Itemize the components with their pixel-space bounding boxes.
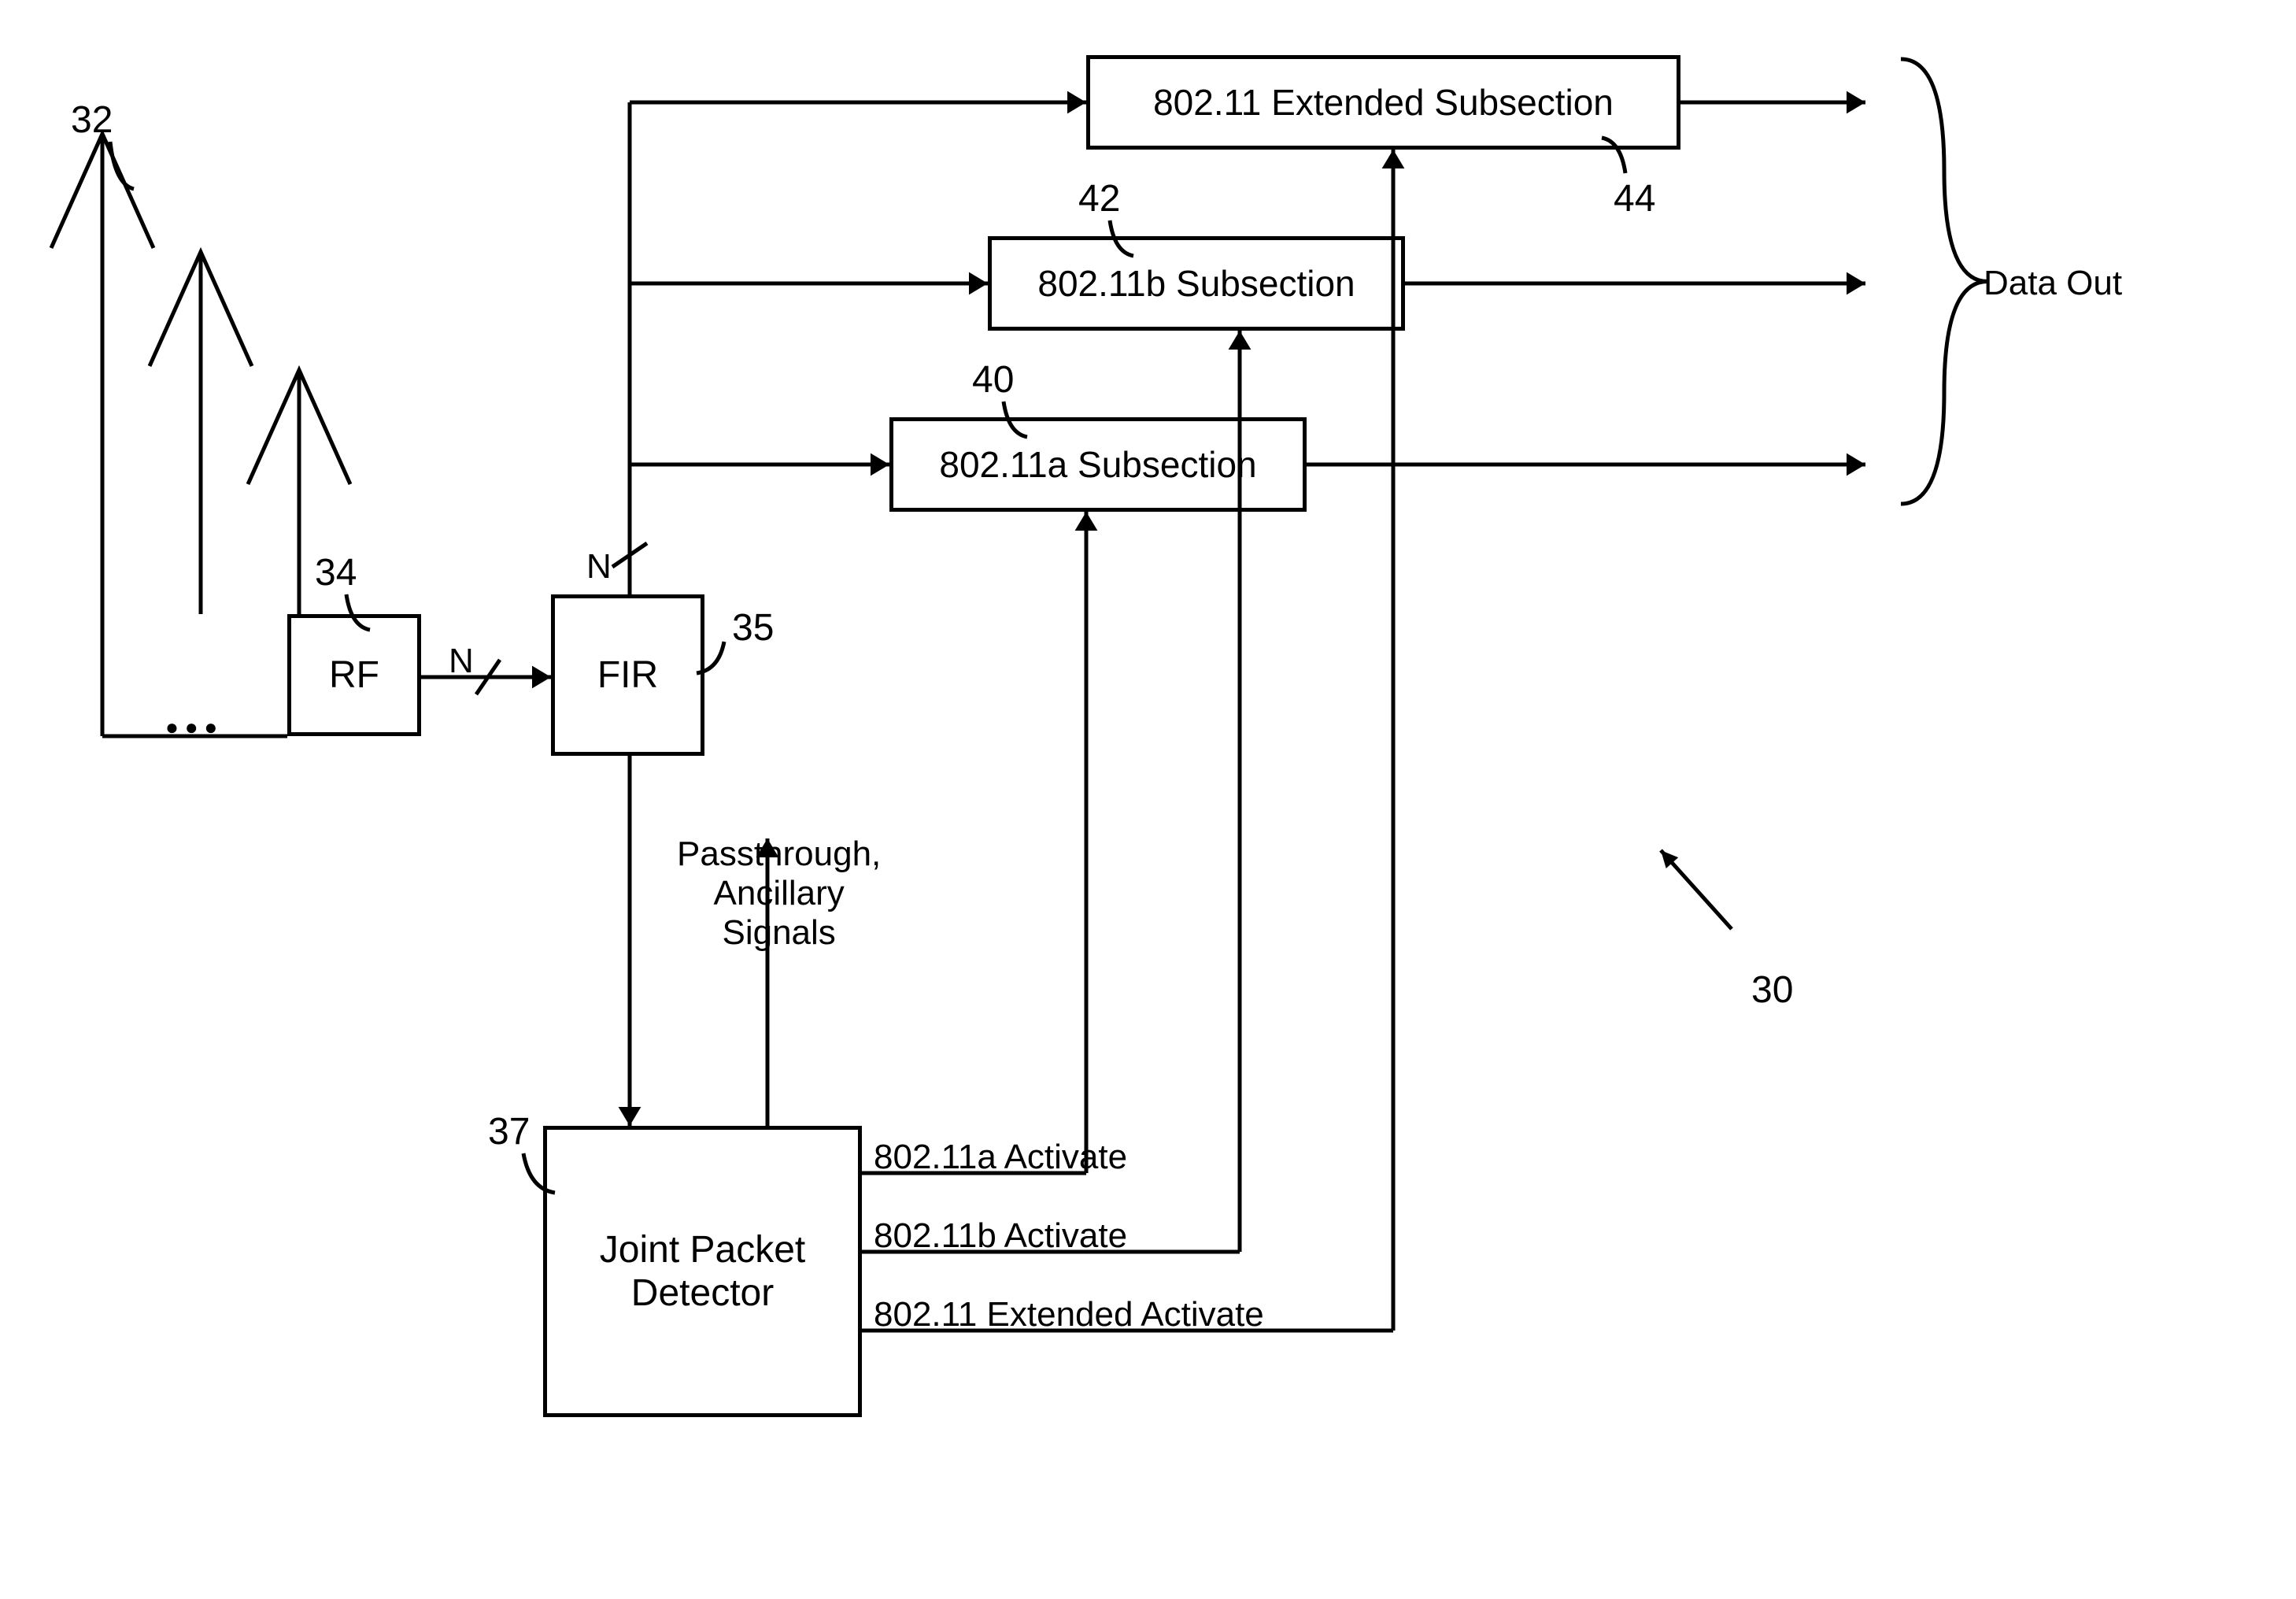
node-sub-b-label: 802.11b Subsection — [1037, 262, 1355, 305]
ref-jpd: 37 — [488, 1110, 530, 1153]
ref-sub-ext: 44 — [1614, 177, 1655, 220]
node-rf: RF — [287, 614, 421, 736]
slash-label-n2: N — [586, 547, 612, 587]
figure-ref-label: 30 — [1751, 968, 1793, 1012]
diagram-canvas: RF FIR Joint Packet Detector 802.11a Sub… — [0, 0, 2296, 1599]
node-fir-label: FIR — [597, 653, 658, 697]
node-sub-a-label: 802.11a Subsection — [939, 443, 1256, 486]
ref-sub-b: 42 — [1078, 177, 1120, 220]
activate-a-label: 802.11a Activate — [874, 1138, 1127, 1177]
ref-rf: 34 — [315, 551, 357, 594]
node-rf-label: RF — [329, 653, 379, 697]
antenna-dots: ● ● ● — [165, 715, 217, 740]
node-sub-ext-label: 802.11 Extended Subsection — [1153, 81, 1614, 124]
ref-sub-a: 40 — [972, 358, 1014, 402]
node-jpd-label: Joint Packet Detector — [547, 1228, 858, 1315]
node-sub-ext: 802.11 Extended Subsection — [1086, 55, 1680, 150]
node-fir: FIR — [551, 594, 704, 756]
ref-fir: 35 — [732, 606, 774, 650]
ref-antennas: 32 — [71, 98, 113, 142]
output-label: Data Out — [1984, 264, 2122, 303]
node-sub-b: 802.11b Subsection — [988, 236, 1405, 331]
slash-label-n1: N — [449, 642, 474, 681]
passthrough-label: Passthrough, Ancillary Signals — [677, 835, 881, 953]
activate-b-label: 802.11b Activate — [874, 1216, 1127, 1256]
node-jpd: Joint Packet Detector — [543, 1126, 862, 1417]
activate-ext-label: 802.11 Extended Activate — [874, 1295, 1264, 1334]
node-sub-a: 802.11a Subsection — [889, 417, 1307, 512]
